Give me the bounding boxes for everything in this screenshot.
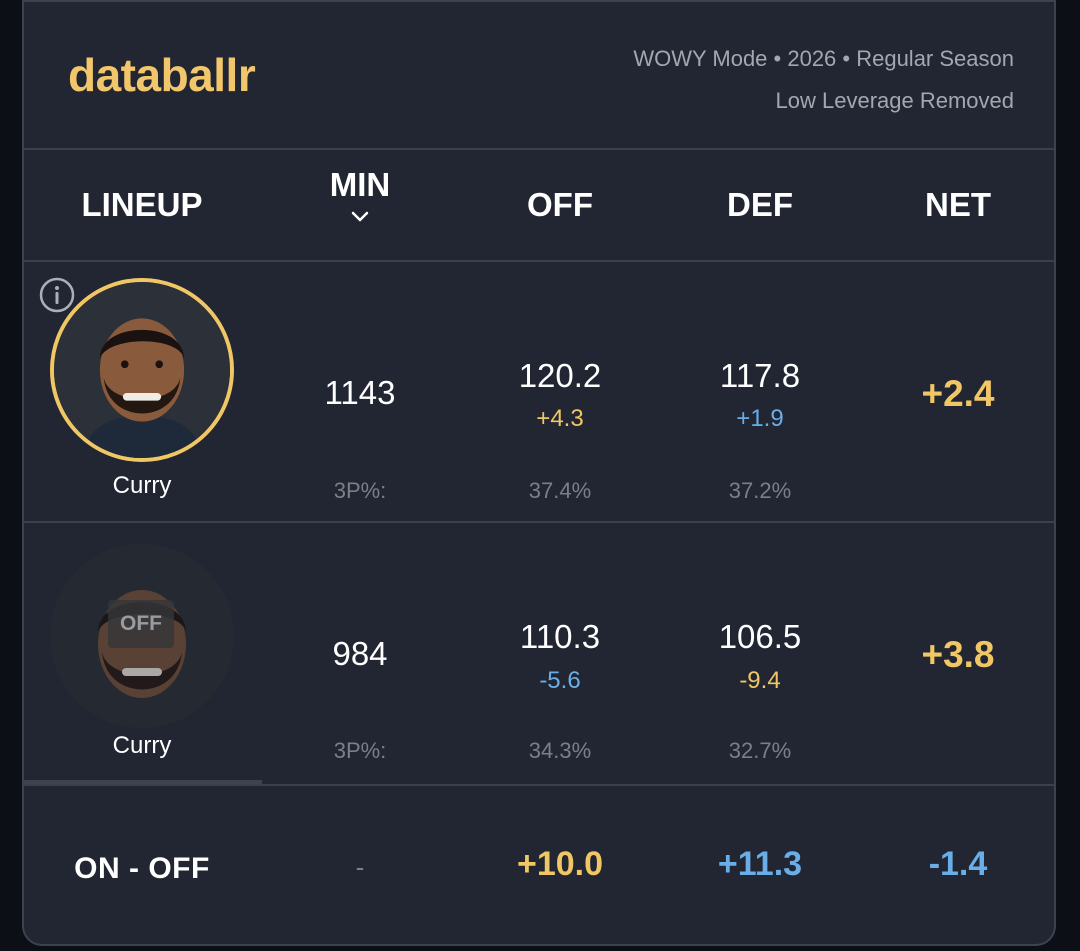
stats-card: databallr WOWY Mode • 2026 • Regular Sea…: [22, 0, 1056, 946]
min-value: 984: [332, 635, 388, 672]
col-header-min-label: MIN: [329, 166, 391, 203]
avatar: [50, 278, 234, 462]
col-header-net[interactable]: NET: [925, 186, 991, 223]
leverage-label: Low Leverage Removed: [775, 88, 1014, 113]
off-threep: 34.3%: [528, 738, 592, 763]
summary-off: +10.0: [516, 845, 604, 883]
card-header: databallr WOWY Mode • 2026 • Regular Sea…: [24, 0, 1054, 150]
col-header-lineup[interactable]: LINEUP: [81, 186, 203, 223]
player-face-icon: [54, 282, 230, 458]
col-header-min[interactable]: MIN: [260, 166, 460, 224]
summary-def: +11.3: [717, 845, 803, 883]
avatar: OFF: [50, 544, 234, 728]
divider: [24, 260, 1054, 262]
divider: [24, 521, 1054, 523]
summary-net: -1.4: [928, 845, 988, 883]
chevron-down-icon[interactable]: [350, 210, 370, 224]
off-rating: 110.3: [519, 618, 601, 655]
def-rating: 117.8: [719, 357, 801, 394]
divider: [24, 148, 1054, 150]
player-avatar-off[interactable]: OFF: [50, 544, 234, 728]
col-header-off[interactable]: OFF: [527, 186, 593, 223]
col-header-def[interactable]: DEF: [727, 186, 793, 223]
min-value: 1143: [324, 374, 396, 411]
off-delta: -5.6: [539, 667, 581, 694]
def-delta: -9.4: [739, 667, 781, 694]
def-rating: 106.5: [718, 618, 802, 655]
summary-min: -: [355, 852, 365, 882]
def-delta: +1.9: [736, 405, 784, 432]
player-avatar-on[interactable]: [50, 278, 234, 462]
threep-label: 3P%:: [333, 478, 387, 503]
player-name: Curry: [112, 732, 172, 759]
off-delta: +4.3: [536, 405, 584, 432]
net-rating: +2.4: [921, 373, 995, 414]
player-name: Curry: [112, 472, 172, 499]
row-underline: [24, 780, 262, 784]
filter-summary: WOWY Mode • 2026 • Regular Season Low Le…: [633, 38, 1014, 122]
databallr-logo[interactable]: databallr: [68, 49, 256, 101]
def-threep: 32.7%: [728, 738, 792, 763]
mode-season-label: WOWY Mode • 2026 • Regular Season: [633, 46, 1014, 71]
off-badge: OFF: [108, 600, 174, 648]
off-rating: 120.2: [518, 357, 602, 394]
threep-label: 3P%:: [333, 738, 387, 763]
def-threep: 37.2%: [728, 478, 792, 503]
off-threep: 37.4%: [528, 478, 592, 503]
divider: [24, 784, 1054, 786]
on-off-label: ON - OFF: [74, 852, 210, 885]
net-rating: +3.8: [921, 634, 995, 675]
